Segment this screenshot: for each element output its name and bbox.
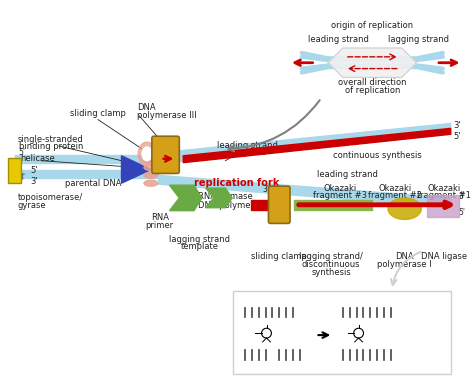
Ellipse shape (144, 157, 158, 163)
Text: -: - (353, 340, 356, 350)
Text: OH: OH (249, 329, 261, 338)
Polygon shape (170, 185, 202, 211)
Text: single-stranded: single-stranded (18, 135, 84, 144)
Text: lagging strand: lagging strand (388, 35, 449, 44)
Ellipse shape (144, 180, 158, 186)
Text: 5': 5' (274, 191, 281, 200)
Ellipse shape (142, 147, 152, 161)
Text: fragment #1: fragment #1 (417, 191, 471, 200)
Bar (15, 155, 159, 163)
Polygon shape (159, 175, 451, 208)
Text: RNA primase: RNA primase (198, 193, 253, 202)
Text: discontinuous: discontinuous (302, 260, 360, 269)
Text: 5': 5' (458, 208, 465, 217)
Text: fragment #3: fragment #3 (313, 191, 367, 200)
Text: P: P (356, 330, 361, 336)
Text: 3': 3' (262, 185, 269, 194)
Bar (233, 291, 451, 374)
Text: template: template (229, 148, 267, 158)
Text: of replication: of replication (345, 86, 400, 95)
Text: leading strand: leading strand (318, 170, 378, 179)
Text: Okazaki: Okazaki (427, 184, 460, 193)
Text: RNA: RNA (151, 213, 169, 222)
FancyArrowPatch shape (228, 100, 320, 151)
Bar (15, 170, 159, 178)
Text: leading strand: leading strand (218, 140, 278, 149)
Text: polymerase I: polymerase I (377, 260, 432, 269)
Text: 5': 5' (18, 148, 26, 158)
Text: fragment #2: fragment #2 (368, 191, 422, 200)
Ellipse shape (144, 172, 158, 178)
Text: DNA: DNA (395, 252, 414, 261)
Text: primer: primer (146, 221, 174, 230)
Text: leading strand: leading strand (308, 35, 368, 44)
Text: helicase: helicase (20, 154, 55, 163)
Text: P: P (264, 330, 269, 336)
Text: origin of replication: origin of replication (331, 21, 413, 30)
Text: O: O (345, 329, 351, 338)
Polygon shape (206, 188, 232, 208)
Text: polymerase III: polymerase III (137, 111, 197, 120)
Bar (427, 195, 458, 217)
Text: -: - (261, 340, 264, 350)
Text: sliding clamp: sliding clamp (251, 252, 307, 261)
Text: 3': 3' (18, 173, 26, 182)
Text: binding protein: binding protein (19, 142, 83, 151)
Text: DNA polymerase III: DNA polymerase III (198, 201, 279, 210)
Text: DNA: DNA (137, 103, 156, 112)
FancyArrowPatch shape (391, 252, 421, 285)
Text: 3': 3' (30, 177, 38, 186)
Text: -: - (268, 340, 273, 350)
FancyBboxPatch shape (152, 136, 179, 173)
Ellipse shape (388, 198, 421, 219)
Text: overall direction: overall direction (338, 78, 407, 87)
Text: ligase: ligase (296, 295, 323, 304)
Bar (251, 200, 276, 210)
Text: 3': 3' (454, 121, 461, 130)
Text: 3': 3' (160, 161, 167, 170)
Text: sliding clamp: sliding clamp (70, 109, 126, 118)
Polygon shape (159, 123, 451, 164)
Polygon shape (328, 48, 416, 77)
Ellipse shape (144, 165, 158, 170)
Text: DNA ligase: DNA ligase (421, 252, 467, 261)
Text: gyrase: gyrase (18, 201, 46, 210)
Circle shape (354, 328, 364, 338)
Text: parental DNA: parental DNA (64, 179, 121, 188)
FancyBboxPatch shape (268, 186, 290, 223)
Text: Okazaki: Okazaki (378, 184, 411, 193)
Circle shape (262, 328, 272, 338)
Text: 3': 3' (458, 193, 465, 202)
Text: lagging strand/: lagging strand/ (299, 252, 363, 261)
Text: 5': 5' (280, 214, 287, 223)
Polygon shape (121, 156, 151, 183)
Text: lagging strand: lagging strand (169, 235, 230, 244)
Text: topoisomerase/: topoisomerase/ (18, 193, 83, 202)
Bar (8, 158, 20, 183)
Text: replication fork: replication fork (194, 178, 279, 188)
Text: 5': 5' (30, 166, 38, 175)
Text: 5': 5' (454, 132, 461, 141)
Polygon shape (183, 128, 451, 163)
Ellipse shape (144, 149, 158, 155)
Text: continuous synthesis: continuous synthesis (333, 151, 421, 160)
Text: Okazaki: Okazaki (323, 184, 356, 193)
Ellipse shape (138, 142, 156, 166)
Text: template: template (181, 242, 219, 251)
Bar (294, 200, 372, 210)
Text: synthesis: synthesis (311, 268, 351, 277)
